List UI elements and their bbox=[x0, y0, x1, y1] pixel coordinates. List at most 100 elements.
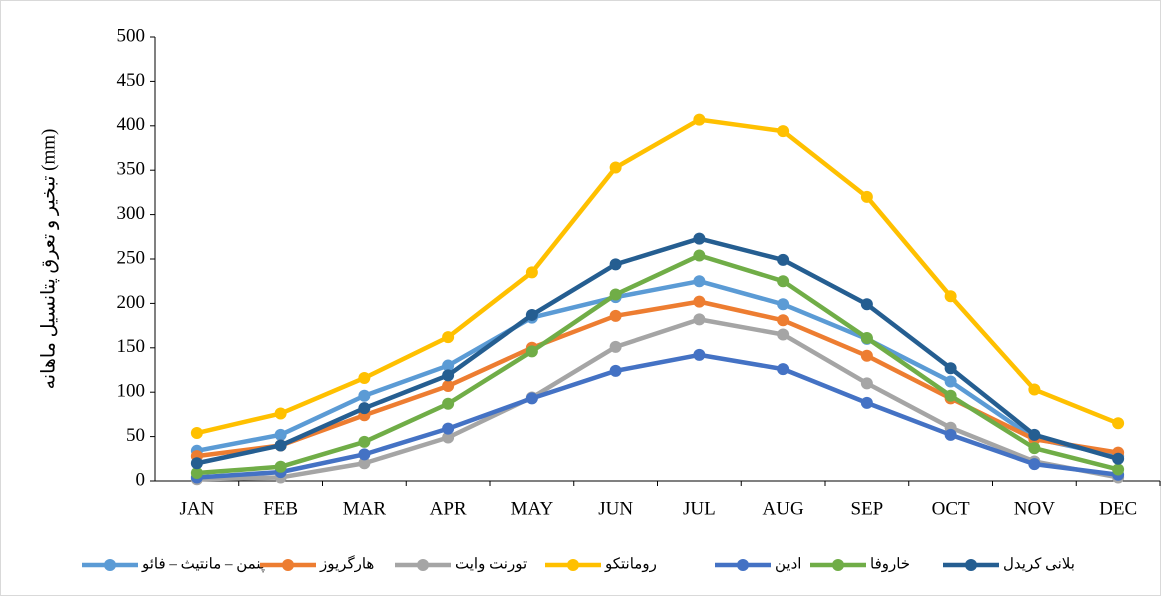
legend-marker bbox=[737, 559, 749, 571]
legend-marker bbox=[832, 559, 844, 571]
point bbox=[442, 431, 455, 444]
point bbox=[944, 375, 957, 388]
legend-label: خاروفا bbox=[870, 556, 910, 572]
point bbox=[860, 349, 873, 362]
point bbox=[944, 389, 957, 402]
y-tick-label: 250 bbox=[117, 247, 146, 268]
x-tick-label: JAN bbox=[179, 498, 214, 519]
x-tick-label: SEP bbox=[851, 498, 884, 519]
y-tick-label: 150 bbox=[117, 336, 146, 357]
point bbox=[442, 369, 455, 382]
x-tick-label: JUN bbox=[598, 498, 633, 519]
series-line bbox=[196, 352, 1119, 480]
point bbox=[274, 407, 287, 420]
point bbox=[860, 190, 873, 203]
point bbox=[190, 457, 203, 470]
point bbox=[777, 314, 790, 327]
legend-label: پنمن – مانتیث – فائو bbox=[141, 556, 265, 572]
y-tick-label: 200 bbox=[117, 292, 146, 313]
point bbox=[777, 298, 790, 311]
point bbox=[190, 467, 203, 480]
point bbox=[777, 363, 790, 376]
point bbox=[358, 457, 371, 470]
legend-label: رومانتکو bbox=[604, 556, 657, 572]
x-tick-label: MAR bbox=[343, 498, 387, 519]
point bbox=[274, 428, 287, 441]
legend-label: هارگریوز bbox=[319, 554, 374, 572]
y-axis-title: تبخیر و تعرق پتانسیل ماهانه (mm) bbox=[38, 129, 59, 390]
legend-label: ادین bbox=[775, 556, 801, 572]
point bbox=[609, 364, 622, 377]
point bbox=[358, 389, 371, 402]
point bbox=[693, 313, 706, 326]
x-tick-label: NOV bbox=[1014, 498, 1055, 519]
y-tick-label: 450 bbox=[117, 70, 146, 91]
point bbox=[860, 298, 873, 311]
point bbox=[1028, 428, 1041, 441]
point bbox=[944, 362, 957, 375]
y-tick-label: 100 bbox=[117, 381, 146, 402]
point bbox=[442, 359, 455, 372]
point bbox=[860, 396, 873, 409]
series-line bbox=[196, 253, 1119, 476]
legend-marker bbox=[567, 559, 579, 571]
x-tick-label: DEC bbox=[1099, 498, 1137, 519]
point bbox=[442, 397, 455, 410]
point bbox=[609, 161, 622, 174]
legend-marker bbox=[417, 559, 429, 571]
point bbox=[358, 371, 371, 384]
legend-marker bbox=[282, 559, 294, 571]
point bbox=[442, 422, 455, 435]
point bbox=[860, 377, 873, 390]
point bbox=[693, 113, 706, 126]
point bbox=[777, 125, 790, 138]
point bbox=[1112, 463, 1125, 476]
point bbox=[525, 392, 538, 405]
legend-label: بلانی کریدل bbox=[1003, 556, 1075, 572]
y-tick-label: 300 bbox=[117, 203, 146, 224]
series-line bbox=[196, 278, 1119, 459]
y-tick-label: 0 bbox=[136, 469, 146, 490]
y-tick-label: 500 bbox=[117, 25, 146, 46]
series-line bbox=[196, 236, 1119, 466]
x-tick-label: OCT bbox=[932, 498, 970, 519]
point bbox=[525, 345, 538, 358]
point bbox=[1028, 383, 1041, 396]
point bbox=[358, 448, 371, 461]
series-line bbox=[196, 317, 1119, 482]
point bbox=[944, 290, 957, 303]
point bbox=[609, 288, 622, 301]
y-tick-label: 350 bbox=[117, 159, 146, 180]
point bbox=[944, 428, 957, 441]
point bbox=[442, 331, 455, 344]
point bbox=[609, 309, 622, 322]
point bbox=[442, 379, 455, 392]
point bbox=[777, 275, 790, 288]
point bbox=[1028, 442, 1041, 455]
x-tick-label: JUL bbox=[683, 498, 716, 519]
point bbox=[1028, 458, 1041, 471]
point bbox=[274, 460, 287, 473]
point bbox=[358, 435, 371, 448]
point bbox=[1112, 417, 1125, 430]
point bbox=[190, 427, 203, 440]
point bbox=[525, 308, 538, 321]
point bbox=[358, 402, 371, 415]
y-tick-label: 50 bbox=[126, 425, 145, 446]
point bbox=[777, 253, 790, 266]
point bbox=[777, 328, 790, 341]
legend-marker bbox=[104, 559, 116, 571]
series-line bbox=[196, 117, 1119, 436]
x-tick-label: MAY bbox=[511, 498, 554, 519]
x-tick-label: FEB bbox=[263, 498, 298, 519]
legend-marker bbox=[965, 559, 977, 571]
point bbox=[693, 348, 706, 361]
point bbox=[860, 332, 873, 345]
point bbox=[693, 295, 706, 308]
x-tick-label: AUG bbox=[763, 498, 804, 519]
x-tick-label: APR bbox=[430, 498, 467, 519]
point bbox=[609, 340, 622, 353]
point bbox=[525, 266, 538, 279]
